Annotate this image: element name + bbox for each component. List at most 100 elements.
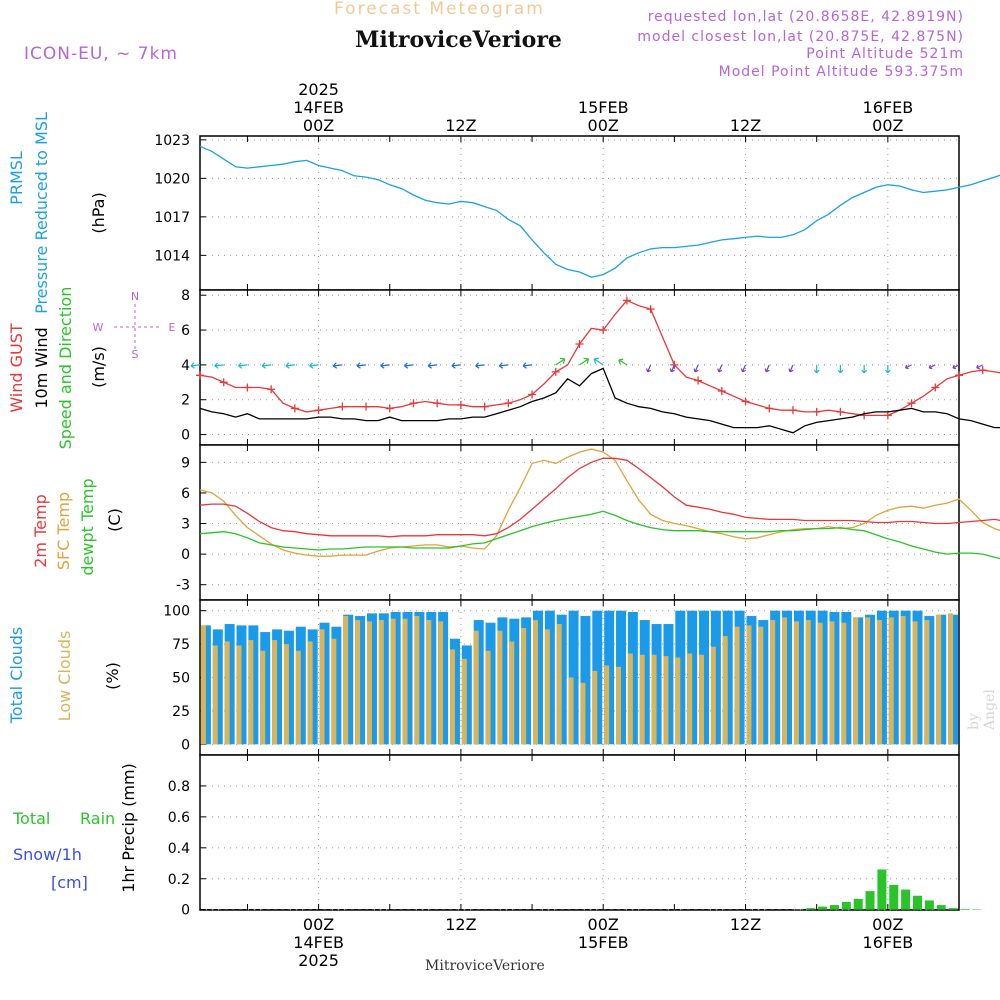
panel-pressure: 1014 1017 1020 1023 — [154, 133, 960, 291]
precip-bar — [912, 895, 922, 910]
low-cloud-bar — [746, 625, 752, 745]
time-label-top: 14FEB — [293, 98, 344, 117]
y-tick-label: 8 — [181, 288, 190, 304]
y-tick-label: 0.4 — [168, 841, 190, 857]
gust-marker — [362, 402, 371, 411]
gust-marker — [836, 407, 845, 416]
low-cloud-bar — [829, 621, 835, 745]
sfc-temp-label: SFC Temp — [54, 492, 73, 570]
gust-marker — [978, 366, 987, 375]
wind-direction-arrow — [309, 362, 319, 369]
precip-bar — [818, 906, 828, 910]
temp-2m-line — [199, 457, 1000, 538]
clouds-unit: (%) — [103, 662, 122, 690]
y-tick-label: 4 — [181, 358, 190, 374]
wind-direction-arrow — [861, 364, 867, 374]
footer-station: MitroviceVeriore — [425, 958, 545, 974]
low-cloud-bar — [710, 646, 716, 745]
model-location: model closest lon,lat (20.875E, 42.875N) — [637, 29, 964, 45]
wind-direction-arrow — [693, 364, 699, 373]
low-cloud-bar — [841, 622, 847, 745]
wind-direction-arrow — [717, 364, 723, 373]
y-tick-label: 0.2 — [168, 872, 190, 888]
pressure-line — [199, 145, 1000, 278]
y-tick-label: 0.6 — [168, 810, 190, 826]
wind-direction-arrow — [356, 362, 367, 369]
y-tick-label: 50 — [172, 671, 190, 687]
gust-marker — [622, 296, 631, 305]
precip-bar — [960, 908, 970, 910]
temp-unit: (C) — [105, 508, 124, 532]
wind-direction-arrow — [404, 362, 414, 369]
low-cloud-bar — [687, 653, 693, 745]
panel-frame — [199, 754, 960, 911]
y-tick-label: 6 — [181, 323, 190, 339]
low-cloud-bar — [782, 617, 788, 745]
low-cloud-bar — [343, 616, 349, 745]
low-cloud-bar — [865, 617, 871, 745]
precip-bar — [853, 898, 863, 910]
precip-bar — [841, 901, 851, 910]
panel-precip: 0 0.2 0.4 0.6 0.8 — [168, 754, 960, 919]
model-name: ICON-EU, ~ 7km — [24, 44, 178, 64]
point-altitude: Point Altitude 521m — [806, 46, 964, 62]
time-label-bottom: 00Z — [588, 915, 619, 934]
low-cloud-bar — [402, 618, 408, 745]
low-cloud-bar — [378, 620, 384, 745]
wind-direction-arrow — [261, 362, 272, 369]
time-label-top: 00Z — [588, 116, 619, 135]
low-cloud-bar — [924, 620, 930, 745]
wind-direction-arrow — [237, 362, 248, 369]
y-tick-label: 0 — [181, 428, 190, 444]
gust-marker — [480, 402, 489, 411]
wind-direction-arrow — [618, 358, 628, 366]
precip-bar — [936, 905, 946, 910]
low-cloud-bar — [900, 616, 906, 745]
low-cloud-bar — [224, 641, 230, 745]
time-label-bottom: 00Z — [303, 915, 334, 934]
wind-direction-arrow — [475, 362, 485, 369]
y-tick-label: 0 — [181, 737, 190, 753]
low-cloud-bar — [544, 629, 550, 745]
time-label-top: 12Z — [445, 116, 476, 135]
dewpt-label: dewpt Temp — [78, 478, 97, 575]
gust-marker — [717, 387, 726, 396]
low-cloud-bar — [260, 650, 266, 745]
low-cloud-bar — [331, 638, 337, 745]
time-label-top: 00Z — [872, 116, 903, 135]
precip-bar — [924, 900, 934, 910]
wind-direction-arrow — [498, 362, 509, 369]
y-tick-label: 0 — [181, 547, 190, 563]
gust-marker — [955, 371, 963, 380]
low-cloud-bar — [722, 636, 728, 745]
precip-bar — [806, 908, 816, 910]
y-tick-label: 75 — [172, 637, 190, 653]
wind-direction-arrow — [380, 362, 390, 369]
time-label-top: 16FEB — [863, 98, 914, 117]
time-label-bottom: 12Z — [445, 915, 476, 934]
y-tick-label: 1017 — [154, 210, 190, 226]
y-tick-label: 0.8 — [168, 779, 190, 795]
low-cloud-bar — [366, 621, 372, 745]
time-label-bottom: 15FEB — [578, 933, 629, 952]
wind-direction-arrow — [522, 362, 533, 369]
precip-bar — [877, 869, 887, 910]
gust-marker — [599, 326, 608, 335]
panel-temperature: -3 0 3 6 9 — [176, 444, 960, 601]
wind-label: 10m Wind — [32, 327, 51, 408]
low-clouds-label: Low Clouds — [55, 631, 74, 722]
wind-direction-arrow — [837, 364, 844, 374]
compass-east: E — [169, 321, 176, 334]
time-label-bottom: 16FEB — [863, 933, 914, 952]
gust-marker — [267, 385, 276, 394]
station-name: MitroviceVeriore — [355, 27, 562, 53]
wind-direction-arrow — [190, 362, 201, 369]
model-point-altitude: Model Point Altitude 593.375m — [718, 64, 964, 80]
pressure-long-label: Pressure Reduced to MSL — [32, 112, 51, 314]
compass-south: S — [132, 348, 139, 361]
snow-label: Snow/1h — [13, 845, 82, 864]
low-cloud-bar — [663, 656, 669, 745]
gust-marker — [907, 399, 916, 408]
gust-marker — [765, 404, 774, 413]
precip-bar — [829, 905, 839, 910]
